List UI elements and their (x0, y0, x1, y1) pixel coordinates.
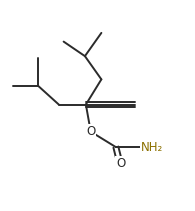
Text: O: O (116, 157, 125, 170)
Text: O: O (86, 125, 95, 138)
Text: NH₂: NH₂ (141, 141, 163, 154)
